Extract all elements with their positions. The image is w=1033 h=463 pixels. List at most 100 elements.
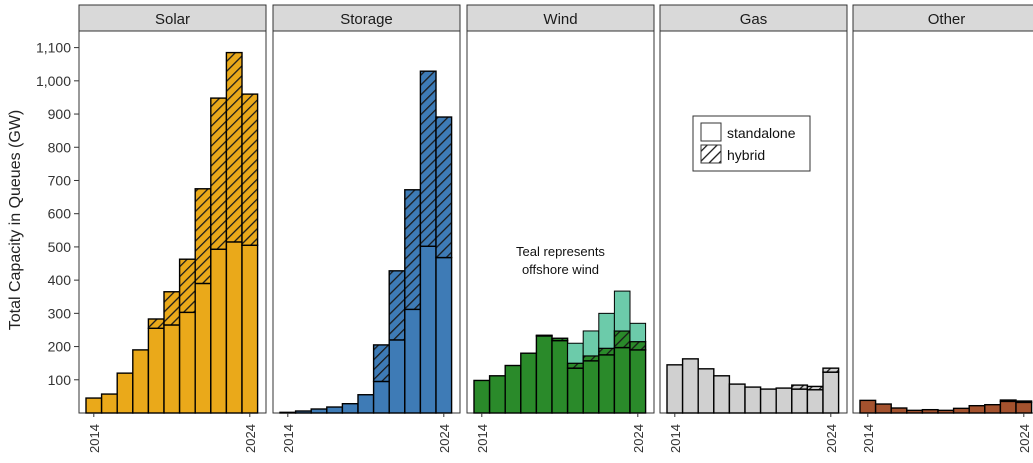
bar-standalone bbox=[388, 339, 406, 414]
y-tick-label: 300 bbox=[48, 305, 72, 321]
bar-offshore bbox=[582, 330, 600, 357]
bar-standalone bbox=[906, 409, 924, 414]
bar-hybrid-hatch bbox=[806, 385, 824, 391]
bar-standalone bbox=[504, 364, 522, 414]
bar-standalone bbox=[310, 408, 328, 414]
bar-standalone bbox=[372, 380, 390, 414]
bar-hybrid-hatch bbox=[178, 258, 196, 314]
bar-standalone bbox=[132, 349, 150, 414]
bar-standalone bbox=[225, 241, 243, 414]
bar-standalone bbox=[681, 358, 699, 414]
panel-title: Solar bbox=[155, 11, 190, 28]
y-tick-label: 600 bbox=[48, 206, 72, 222]
bar-hybrid-hatch bbox=[241, 93, 259, 246]
legend-key-standalone bbox=[700, 122, 722, 142]
bar-standalone bbox=[874, 403, 892, 414]
x-tick-label: 2024 bbox=[631, 424, 646, 453]
y-tick-label: 1,000 bbox=[36, 73, 71, 89]
bar-hybrid-hatch bbox=[613, 330, 631, 349]
x-tick-label: 2024 bbox=[1017, 424, 1032, 453]
y-tick-label: 200 bbox=[48, 339, 72, 355]
bar-standalone bbox=[666, 364, 684, 414]
bar-standalone bbox=[968, 404, 986, 414]
bar-standalone bbox=[147, 327, 165, 414]
x-tick-label: 2014 bbox=[475, 424, 490, 453]
x-tick-label: 2024 bbox=[243, 424, 258, 453]
bar-standalone bbox=[613, 346, 631, 414]
bar-hybrid-hatch bbox=[629, 340, 647, 351]
panel-title: Gas bbox=[740, 11, 768, 28]
bar-standalone bbox=[326, 406, 344, 414]
panel-solar: Solar 2014 2024 bbox=[78, 4, 267, 453]
bar-standalone bbox=[178, 311, 196, 414]
bar-hybrid-hatch bbox=[419, 70, 437, 247]
bar-hybrid-hatch bbox=[404, 189, 422, 311]
bar-standalone bbox=[279, 411, 297, 414]
bar-hybrid-hatch bbox=[435, 116, 453, 259]
x-tick-label: 2014 bbox=[668, 424, 683, 453]
bar-hybrid-hatch bbox=[1015, 400, 1033, 404]
bar-standalone bbox=[419, 245, 437, 414]
bar-standalone bbox=[937, 409, 955, 414]
bar-hybrid-hatch bbox=[822, 367, 840, 373]
legend-label-standalone: standalone bbox=[727, 125, 796, 141]
bar-hybrid-hatch bbox=[372, 344, 390, 383]
bar-offshore bbox=[567, 342, 584, 364]
bar-offshore bbox=[613, 290, 631, 332]
bar-standalone bbox=[194, 282, 212, 414]
bar-standalone bbox=[697, 368, 715, 414]
panel-strip bbox=[659, 4, 848, 32]
bar-standalone bbox=[85, 397, 103, 414]
bar-standalone bbox=[582, 360, 600, 414]
panel-strip bbox=[466, 4, 655, 32]
panels-group: 100 200 300 400 500 600 700 800 900 1,000 1,100 Sol… bbox=[36, 4, 1033, 453]
panel-strip bbox=[852, 4, 1033, 32]
y-tick-label: 1,100 bbox=[36, 40, 71, 56]
legend-key-hybrid bbox=[700, 144, 722, 164]
x-tick-label: 2024 bbox=[824, 424, 839, 453]
bar-standalone bbox=[210, 248, 228, 414]
panel-wind: Wind 2014 2024 bbox=[466, 4, 655, 453]
panel-other: Other 2014 2024 bbox=[852, 4, 1033, 453]
panel-frame bbox=[659, 30, 848, 414]
panel-frame bbox=[852, 30, 1033, 414]
panel-title: Storage bbox=[340, 11, 393, 28]
panel-storage: Storage 2014 2024 bbox=[272, 4, 461, 453]
panel-title: Wind bbox=[543, 11, 577, 28]
bar-standalone bbox=[535, 335, 553, 414]
bar-standalone bbox=[952, 407, 970, 414]
bar-standalone bbox=[744, 386, 762, 414]
bar-standalone bbox=[806, 389, 824, 414]
bar-standalone bbox=[859, 399, 877, 414]
bar-standalone bbox=[341, 402, 359, 414]
bar-hybrid-hatch bbox=[999, 399, 1017, 403]
bar-standalone bbox=[984, 403, 1002, 414]
y-tick-label: 900 bbox=[48, 106, 72, 122]
x-tick-label: 2024 bbox=[437, 424, 452, 453]
bar-standalone bbox=[921, 408, 939, 414]
bar-standalone bbox=[629, 349, 647, 414]
bar-hybrid-hatch bbox=[194, 188, 212, 285]
y-tick-label: 800 bbox=[48, 139, 72, 155]
panel-strip bbox=[272, 4, 461, 32]
panel-strip bbox=[78, 4, 267, 32]
y-tick-label: 700 bbox=[48, 172, 72, 188]
panel-gas: Gas 2014 2024 bbox=[659, 4, 848, 453]
bar-hybrid-hatch bbox=[535, 334, 553, 337]
legend: standalone hybrid bbox=[692, 115, 811, 172]
bar-standalone bbox=[791, 388, 809, 414]
bar-hybrid-hatch bbox=[582, 355, 600, 362]
bar-standalone bbox=[294, 410, 312, 414]
bar-standalone bbox=[728, 383, 746, 414]
bar-standalone bbox=[473, 379, 491, 414]
bar-standalone bbox=[566, 367, 584, 414]
y-tick-label: 400 bbox=[48, 272, 72, 288]
bar-standalone bbox=[1015, 401, 1033, 414]
bar-hybrid-hatch bbox=[163, 291, 181, 326]
bar-standalone bbox=[598, 354, 616, 414]
bar-standalone bbox=[116, 372, 134, 414]
bar-hybrid-hatch bbox=[551, 337, 569, 342]
bar-standalone bbox=[404, 308, 422, 414]
